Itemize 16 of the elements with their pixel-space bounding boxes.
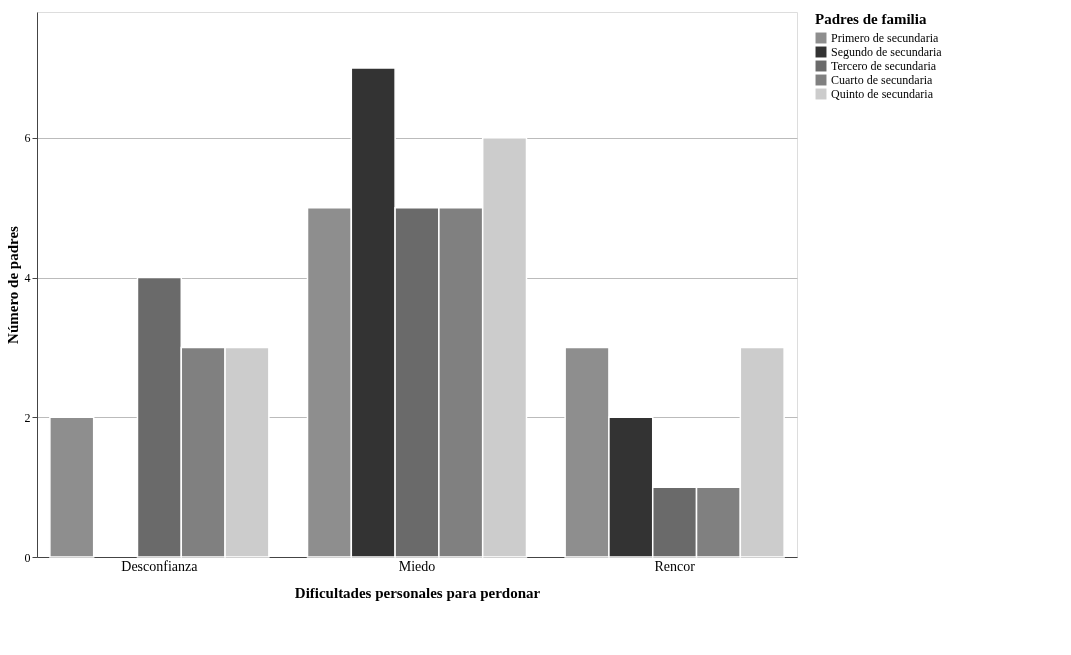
y-tick-label: 4	[24, 271, 31, 286]
legend-label: Quinto de secundaria	[831, 87, 934, 101]
legend-label: Primero de secundaria	[831, 31, 939, 45]
x-tick-label: Desconfianza	[121, 558, 199, 574]
y-axis-title: Número de padres	[4, 225, 21, 344]
x-axis-title: Dificultades personales para perdonar	[294, 584, 541, 601]
legend-title: Padres de familia	[815, 11, 927, 27]
legend-label: Segundo de secundaria	[831, 45, 943, 59]
legend-label: Cuarto de secundaria	[831, 73, 933, 87]
y-tick-label: 0	[24, 550, 31, 565]
x-tick-label: Rencor	[654, 558, 696, 574]
legend-label: Tercero de secundaria	[831, 59, 937, 73]
y-tick-label: 2	[24, 410, 31, 425]
x-tick-label: Miedo	[398, 558, 436, 574]
bar	[49, 416, 95, 558]
y-tick-label: 6	[24, 131, 31, 146]
